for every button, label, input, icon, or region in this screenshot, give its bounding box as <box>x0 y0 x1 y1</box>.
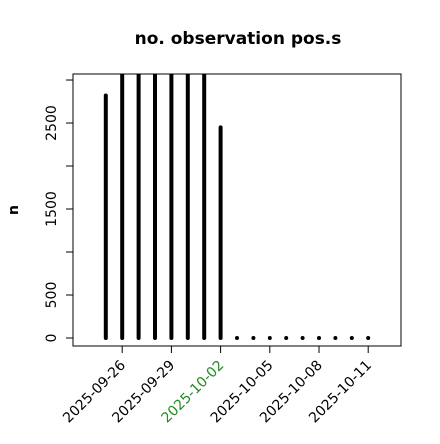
y-tick-label: 1500 <box>44 191 60 227</box>
plot-box <box>72 73 402 347</box>
chart-title: no. observation pos.s <box>135 29 342 49</box>
y-axis-label: n <box>6 205 22 215</box>
y-tick-label: 500 <box>44 282 60 309</box>
plot-area <box>103 74 371 341</box>
y-tick-label: 2500 <box>44 105 60 141</box>
y-tick-label: 0 <box>44 334 60 343</box>
